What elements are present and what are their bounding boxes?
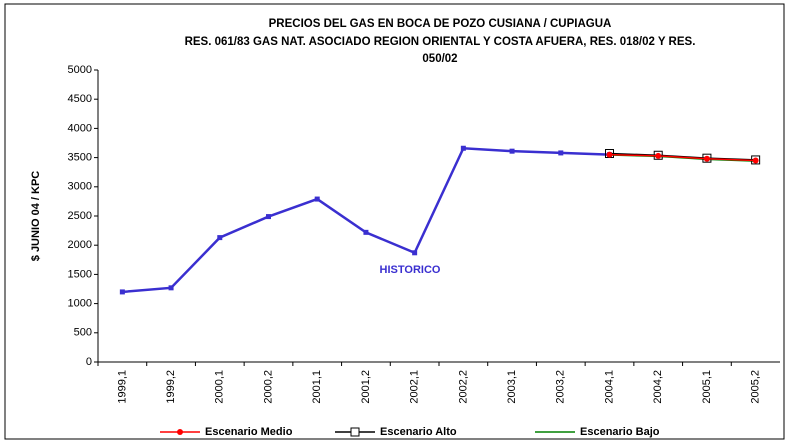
point: [703, 155, 710, 162]
y-tick-label: 0: [86, 356, 92, 368]
y-tick-label: 4500: [68, 93, 92, 105]
y-tick-label: 500: [74, 327, 92, 339]
chart-border: [4, 3, 785, 440]
chart-title: RES. 061/83 GAS NAT. ASOCIADO REGION ORI…: [185, 36, 696, 48]
legend-label: Escenario Medio: [205, 426, 293, 438]
point: [217, 235, 223, 241]
y-axis-label: $ JUNIO 04 / KPC: [30, 171, 42, 262]
y-tick-label: 1500: [68, 268, 92, 280]
y-tick-label: 1000: [68, 298, 92, 310]
x-tick-label: 1999,2: [165, 370, 177, 404]
point: [752, 157, 759, 164]
annotation: HISTORICO: [380, 264, 441, 276]
y-tick-label: 2500: [68, 210, 92, 222]
y-tick-label: 3500: [68, 152, 92, 164]
x-tick-label: 2005,2: [750, 370, 762, 404]
legend-label: Escenario Bajo: [580, 426, 660, 438]
x-tick-label: 2000,2: [262, 370, 274, 404]
y-tick-label: 3000: [68, 181, 92, 193]
x-tick-label: 2001,2: [360, 370, 372, 404]
chart-title: 050/02: [422, 53, 457, 65]
point: [314, 196, 320, 202]
point: [460, 145, 466, 151]
point: [119, 289, 125, 295]
x-tick-label: 2005,1: [701, 370, 713, 404]
x-tick-label: 2002,1: [409, 370, 421, 404]
x-tick-label: 2004,1: [603, 370, 615, 404]
point: [168, 285, 174, 291]
legend-marker: [177, 429, 183, 435]
x-tick-label: 2002,2: [457, 370, 469, 404]
x-tick-label: 2004,2: [652, 370, 664, 404]
y-tick-label: 4000: [68, 122, 92, 134]
x-tick-label: 2003,2: [555, 370, 567, 404]
point: [266, 214, 271, 220]
point: [509, 148, 515, 154]
y-tick-label: 5000: [68, 64, 92, 76]
chart-title: PRECIOS DEL GAS EN BOCA DE POZO CUSIANA …: [269, 18, 612, 30]
point: [606, 151, 613, 158]
point: [412, 250, 418, 256]
x-tick-label: 2003,1: [506, 370, 518, 404]
x-tick-label: 2000,1: [214, 370, 226, 404]
legend-marker: [350, 427, 360, 437]
x-tick-label: 2001,1: [311, 370, 323, 404]
point: [558, 150, 564, 156]
point: [363, 229, 369, 235]
legend-label: Escenario Alto: [380, 426, 457, 438]
point: [655, 152, 662, 159]
y-tick-label: 2000: [68, 239, 92, 251]
series-line: [609, 153, 756, 162]
x-tick-label: 1999,1: [116, 370, 128, 404]
